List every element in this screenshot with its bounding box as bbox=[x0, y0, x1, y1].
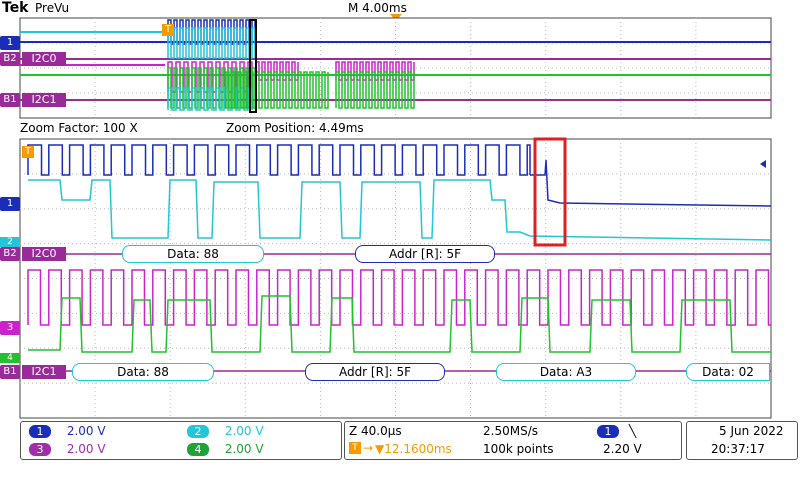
main-ch4-marker[interactable]: 4 bbox=[0, 353, 20, 363]
main-ch4-trace bbox=[28, 295, 771, 353]
trigger-channel-badge: 1 bbox=[597, 425, 619, 438]
ch1-badge: 1 bbox=[29, 425, 51, 438]
i2c1-packet-data-1[interactable]: Data: 88 bbox=[72, 363, 214, 381]
overview-i2c0-label: I2C0 bbox=[22, 52, 66, 66]
datetime-panel: 5 Jun 2022 20:37:17 bbox=[686, 421, 798, 460]
overview-b1-marker[interactable]: B1 bbox=[0, 93, 20, 107]
trigger-position-icon: T bbox=[349, 442, 361, 454]
i2c1-packet-data-2[interactable]: Data: A3 bbox=[496, 363, 636, 381]
i2c1-packet-data-3[interactable]: Data: 02 bbox=[686, 363, 770, 381]
i2c0-packet-data[interactable]: Data: 88 bbox=[122, 245, 264, 263]
main-trace bbox=[27, 144, 531, 176]
overview-ch1-marker[interactable]: 1 bbox=[0, 36, 20, 50]
overview-burst-trace bbox=[167, 19, 256, 45]
main-ch1-marker[interactable]: 1 bbox=[0, 197, 20, 211]
main-trace bbox=[27, 269, 771, 326]
brand-logo: Tek bbox=[2, 0, 29, 16]
channel-scale-panel[interactable]: 1 2.00 V 3 2.00 V 2 2.00 V 4 2.00 V bbox=[20, 421, 342, 460]
zoom-position-label: Zoom Position: 4.49ms bbox=[226, 121, 364, 135]
ch1-scale-value: 2.00 V bbox=[66, 424, 106, 438]
overview-burst-trace bbox=[167, 27, 256, 59]
trigger-level: 2.20 V bbox=[603, 442, 642, 456]
ch3-scale-value: 2.00 V bbox=[66, 442, 106, 456]
overview-burst-trace bbox=[167, 87, 253, 111]
overview-i2c1-label: I2C1 bbox=[22, 93, 66, 107]
i2c0-packet-addr[interactable]: Addr [R]: 5F bbox=[355, 245, 495, 263]
main-ch3-marker[interactable]: 3 bbox=[0, 321, 20, 335]
horizontal-scale-readout[interactable]: M 4.00ms bbox=[348, 1, 407, 15]
main-b1-marker[interactable]: B1 bbox=[0, 365, 20, 379]
highlight-box bbox=[533, 137, 567, 247]
trigger-position-arrow: → bbox=[363, 441, 374, 455]
ch3-scale[interactable]: 3 2.00 V bbox=[29, 442, 106, 456]
i2c0-bus-label: I2C0 bbox=[22, 247, 66, 261]
overview-zoom-window bbox=[249, 19, 257, 113]
ch2-scale[interactable]: 2 2.00 V bbox=[187, 424, 264, 438]
trigger-position-value: ▼12.1600ms bbox=[375, 442, 452, 456]
ch1-level-marker-icon bbox=[760, 160, 766, 168]
zoom-factor-label: Zoom Factor: 100 X bbox=[20, 121, 138, 135]
i2c1-bus-label: I2C1 bbox=[22, 365, 66, 379]
main-trigger-marker: T bbox=[22, 146, 34, 158]
ch4-scale[interactable]: 4 2.00 V bbox=[187, 442, 264, 456]
main-ch1-tail bbox=[530, 159, 772, 207]
ch4-scale-value: 2.00 V bbox=[224, 442, 264, 456]
sample-rate: 2.50MS/s bbox=[483, 424, 538, 438]
overview-burst-trace bbox=[167, 67, 256, 109]
timebase-value: Z 40.0µs bbox=[349, 424, 402, 438]
overview-burst-trace bbox=[225, 71, 329, 109]
ch3-badge: 3 bbox=[29, 443, 51, 456]
timebase-panel[interactable]: Z 40.0µs 2.50MS/s T → ▼12.1600ms 100k po… bbox=[344, 421, 682, 460]
trigger-slope-icon: ╲ bbox=[628, 424, 637, 438]
i2c1-packet-addr[interactable]: Addr [R]: 5F bbox=[305, 363, 445, 381]
main-ch2-marker[interactable]: 2 bbox=[0, 237, 20, 247]
trigger-source: 1 ╲ bbox=[597, 424, 636, 438]
ch4-badge: 4 bbox=[187, 443, 209, 456]
ch2-badge: 2 bbox=[187, 425, 209, 438]
ch1-scale[interactable]: 1 2.00 V bbox=[29, 424, 106, 438]
ch2-scale-value: 2.00 V bbox=[224, 424, 264, 438]
overview-burst bbox=[167, 19, 415, 111]
main-b2-marker[interactable]: B2 bbox=[0, 247, 20, 261]
overview-b2-marker[interactable]: B2 bbox=[0, 52, 20, 66]
overview-trigger-marker: T bbox=[162, 24, 174, 36]
time-readout: 20:37:17 bbox=[711, 442, 765, 456]
date-readout: 5 Jun 2022 bbox=[719, 424, 784, 438]
record-length: 100k points bbox=[483, 442, 554, 456]
overview-burst-trace bbox=[335, 71, 415, 109]
app-name: PreVu bbox=[35, 1, 70, 15]
main-ch2-trace bbox=[28, 179, 772, 241]
